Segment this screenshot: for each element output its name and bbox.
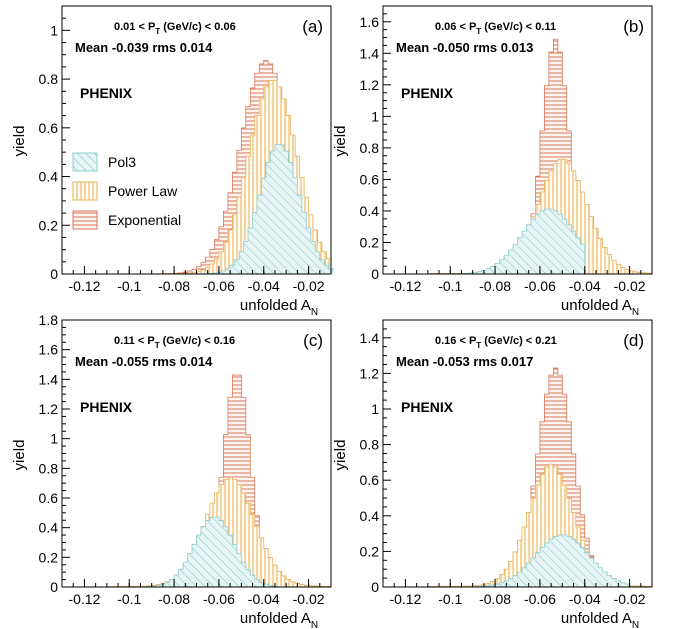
panel-label: (b) [623,17,644,36]
x-axis-label: unfolded AN [240,297,318,318]
y-tick-label: 1 [50,431,58,447]
y-tick-label: 0.6 [39,120,59,136]
pt-range-label: 0.06 < PT (GeV/c) < 0.11 [435,21,556,36]
x-axis-label: unfolded AN [561,297,639,318]
y-tick-label: 0.6 [360,171,380,187]
y-axis-label: yield [11,126,28,157]
y-tick-label: 1.2 [360,77,380,93]
legend-label: Power Law [108,183,178,199]
legend-swatch [72,152,98,172]
x-tick-label: -0.04 [569,278,601,294]
y-tick-label: 1 [371,401,379,417]
pt-range-label: 0.16 < PT (GeV/c) < 0.21 [435,335,557,350]
y-tick-label: 1.2 [360,365,380,381]
y-tick-label: 0.4 [39,169,59,185]
y-tick-label: 0 [50,266,58,282]
x-tick-label: -0.12 [389,278,421,294]
histogram-pol3 [128,516,278,588]
panel-d: 00.20.40.60.811.21.4-0.12 -0.1 -0.08 -0.06-… [332,319,653,629]
x-tick-label: -0.12 [389,591,421,607]
x-tick-label: -0.1 [438,278,462,294]
y-tick-label: 1.6 [360,14,380,30]
x-tick-label: -0.02 [293,278,325,294]
y-tick-label: 0.2 [360,234,380,250]
x-tick-label: -0.08 [479,591,511,607]
y-tick-label: 0.2 [360,543,380,559]
y-tick-label: 1.4 [360,45,380,61]
y-tick-label: 0 [50,579,58,595]
y-axis-label: yield [11,440,28,471]
y-tick-label: 1 [371,108,379,124]
legend-label: Pol3 [108,154,136,170]
y-tick-label: 1.8 [39,312,59,328]
y-tick-label: 0.8 [39,460,59,476]
y-tick-label: 0.8 [360,437,380,453]
experiment-label: PHENIX [401,85,454,101]
x-tick-label: -0.08 [158,278,190,294]
y-tick-label: 0 [371,579,379,595]
x-tick-label: -0.04 [248,278,280,294]
panel-label: (d) [623,331,644,350]
x-tick-label: -0.1 [117,591,141,607]
experiment-label: PHENIX [80,85,133,101]
panel-b: 0 0.2 0.4 0.6 0.8 1 1.2 1.4 1.6 -0.12 -0.1 -0.08 -0.… [332,5,653,318]
y-tick-label: 1.4 [39,371,59,387]
x-tick-label: -0.1 [117,278,141,294]
panel-label: (a) [302,17,323,36]
y-tick-label: 0 [371,266,379,282]
experiment-label: PHENIX [401,399,454,415]
histogram-pol3 [449,208,586,275]
x-tick-label: -0.1 [438,591,462,607]
y-tick-label: 0.2 [39,217,59,233]
pt-range-label: 0.01 < PT (GeV/c) < 0.06 [114,21,236,36]
x-tick-label: -0.12 [68,278,100,294]
y-tick-label: 0.2 [39,549,59,565]
y-axis-label: yield [332,440,349,471]
x-tick-label: -0.04 [248,591,280,607]
x-axis-label: unfolded AN [561,610,639,629]
x-axis-label: unfolded AN [240,610,318,629]
y-tick-label: 0.4 [39,520,59,536]
x-tick-label: -0.08 [479,278,511,294]
stats-text: Mean -0.053 rms 0.017 [396,354,533,369]
panel-a: 0 0.2 0.4 0.6 0.8 1 -0.12 -0.1 -0.08 -0.06 -0.04 -0… [11,5,334,318]
y-tick-label: 0.8 [360,140,380,156]
x-tick-label: -0.02 [293,591,325,607]
x-tick-label: -0.02 [614,591,646,607]
stats-text: Mean -0.050 rms 0.013 [396,40,533,55]
x-tick-label: -0.06 [524,278,556,294]
y-tick-label: 0.8 [39,71,59,87]
y-tick-label: 0.6 [360,472,380,488]
pt-range-label: 0.11 < PT (GeV/c) < 0.16 [114,335,235,350]
y-axis-label: yield [332,126,349,157]
x-tick-label: -0.06 [524,591,556,607]
stats-text: Mean -0.055 rms 0.014 [75,354,213,369]
legend-label: Exponential [108,212,181,228]
y-tick-label: 1.4 [360,330,380,346]
x-tick-label: -0.04 [569,591,601,607]
y-tick-label: 1.6 [39,342,59,358]
stats-text: Mean -0.039 rms 0.014 [75,40,213,55]
panel-label: (c) [303,331,323,350]
x-tick-label: -0.06 [203,591,235,607]
legend-swatch [72,181,98,201]
experiment-label: PHENIX [80,399,133,415]
y-tick-label: 0.6 [39,490,59,506]
y-tick-label: 1.2 [39,401,59,417]
y-tick-label: 1 [50,22,58,38]
y-tick-label: 0.4 [360,203,380,219]
legend: Pol3 Power Law Exponential [72,152,181,230]
x-tick-label: -0.06 [203,278,235,294]
x-tick-label: -0.12 [68,591,100,607]
panel-c: 0 0.2 0.4 0.6 0.8 1 1.2 1.4 1.6 1.8 -0.12 -0.1 -0.08… [11,312,332,629]
histogram-pol3 [472,534,630,588]
legend-swatch [72,210,98,230]
x-tick-label: -0.08 [158,591,190,607]
histogram-pol3 [184,144,334,275]
x-tick-label: -0.02 [614,278,646,294]
y-tick-label: 0.4 [360,508,380,524]
